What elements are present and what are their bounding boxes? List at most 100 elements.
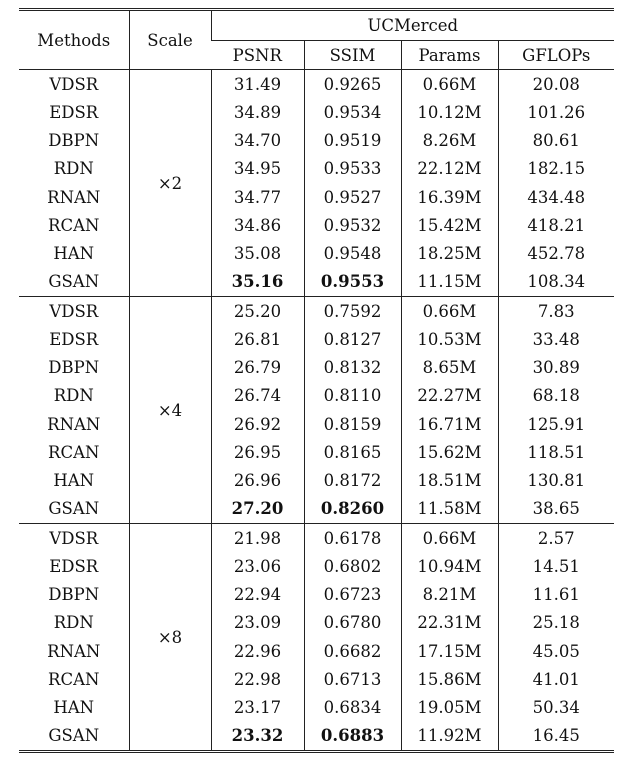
cell-ssim: 0.9533 [303, 154, 401, 183]
cell-gflops: 118.51 [497, 438, 615, 467]
cell-method: GSAN [19, 721, 129, 753]
cell-ssim: 0.9519 [303, 126, 401, 155]
cell-params: 8.21M [400, 580, 498, 609]
cell-gflops: 30.89 [497, 353, 615, 382]
cell-psnr: 26.79 [210, 353, 304, 382]
cell-psnr: 22.96 [210, 637, 304, 666]
table-header: Methods Scale UCMerced PSNR SSIM Params … [19, 8, 615, 70]
cell-params: 0.66M [400, 523, 498, 553]
cell-method: HAN [53, 698, 95, 718]
cell-psnr: 26.96 [210, 466, 304, 495]
cell-gflops: 25.18 [497, 608, 615, 637]
cell-gflops: 434.48 [497, 183, 615, 212]
cell-method: GSAN [48, 272, 100, 292]
header-ssim: SSIM [303, 40, 401, 70]
cell-gflops: 125.91 [497, 410, 615, 439]
table-row: DBPN 22.94 0.6723 8.21M 11.61 [19, 580, 615, 609]
cell-psnr: 23.09 [210, 608, 304, 637]
header-methods: Methods [19, 8, 129, 70]
cell-params: 15.42M [400, 211, 498, 240]
cell-params: 19.05M [400, 693, 498, 722]
table-row: HAN 26.96 0.8172 18.51M 130.81 [19, 466, 615, 495]
cell-gflops: 80.61 [497, 126, 615, 155]
cell-method: EDSR [49, 102, 99, 122]
cell-method: RCAN [48, 669, 100, 689]
cell-gflops: 101.26 [497, 98, 615, 127]
cell-params: 22.12M [400, 154, 498, 183]
table-row: VDSR ×4 25.20 0.7592 0.66M 7.83 [19, 296, 615, 524]
cell-params: 10.12M [400, 98, 498, 127]
header-dataset: UCMerced [210, 8, 615, 41]
table-row: HAN 35.08 0.9548 18.25M 452.78 [19, 239, 615, 268]
cell-psnr: 27.20 [210, 494, 304, 524]
cell-psnr: 26.74 [210, 381, 304, 410]
table-row: GSAN 27.20 0.8260 11.58M 38.65 [19, 494, 615, 524]
cell-method: RDN [53, 613, 94, 633]
table-row: VDSR ×2 31.49 0.9265 0.66M 20.08 [19, 69, 615, 297]
cell-psnr: 34.77 [210, 183, 304, 212]
cell-psnr: 34.86 [210, 211, 304, 240]
cell-psnr: 23.17 [210, 693, 304, 722]
cell-scale: ×2 [128, 69, 211, 297]
cell-params: 11.15M [400, 267, 498, 297]
cell-ssim: 0.9527 [303, 183, 401, 212]
cell-method: DBPN [48, 131, 100, 151]
cell-gflops: 50.34 [497, 693, 615, 722]
cell-psnr: 21.98 [210, 523, 304, 553]
results-table-container: Methods Scale UCMerced PSNR SSIM Params … [19, 8, 615, 753]
cell-params: 11.92M [400, 721, 498, 753]
cell-ssim: 0.6780 [303, 608, 401, 637]
cell-psnr: 26.81 [210, 325, 304, 354]
cell-ssim: 0.7592 [303, 296, 401, 326]
table-row: DBPN 26.79 0.8132 8.65M 30.89 [19, 353, 615, 382]
cell-method: DBPN [48, 358, 100, 378]
cell-gflops: 418.21 [497, 211, 615, 240]
cell-method: RCAN [48, 215, 100, 235]
cell-psnr: 34.70 [210, 126, 304, 155]
cell-gflops: 14.51 [497, 552, 615, 581]
cell-params: 0.66M [400, 296, 498, 326]
header-psnr: PSNR [232, 45, 282, 65]
cell-method: EDSR [49, 329, 99, 349]
cell-params: 11.58M [400, 494, 498, 524]
cell-gflops: 7.83 [497, 296, 615, 326]
cell-method: RCAN [48, 442, 100, 462]
cell-psnr: 22.94 [210, 580, 304, 609]
table-row: EDSR 26.81 0.8127 10.53M 33.48 [19, 325, 615, 354]
cell-method: VDSR [19, 69, 129, 99]
cell-params: 17.15M [400, 637, 498, 666]
cell-ssim: 0.6178 [303, 523, 401, 553]
cell-psnr: 22.98 [210, 665, 304, 694]
cell-params: 18.25M [400, 239, 498, 268]
table-body: VDSR ×2 31.49 0.9265 0.66M 20.08 EDSR 34.89 0.95… [19, 69, 615, 753]
table-row: DBPN 34.70 0.9519 8.26M 80.61 [19, 126, 615, 155]
cell-gflops: 130.81 [497, 466, 615, 495]
cell-ssim: 0.8127 [303, 325, 401, 354]
cell-method: DBPN [48, 585, 100, 605]
cell-gflops: 16.45 [497, 721, 615, 753]
cell-gflops: 20.08 [497, 69, 615, 99]
cell-ssim: 0.8159 [303, 410, 401, 439]
cell-gflops: 11.61 [497, 580, 615, 609]
cell-ssim: 0.6802 [303, 552, 401, 581]
cell-params: 10.94M [400, 552, 498, 581]
table-row: RCAN 34.86 0.9532 15.42M 418.21 [19, 211, 615, 240]
cell-psnr: 35.16 [210, 267, 304, 297]
cell-ssim: 0.8165 [303, 438, 401, 467]
cell-ssim: 0.8132 [303, 353, 401, 382]
cell-params: 0.66M [400, 69, 498, 99]
table-row: RNAN 34.77 0.9527 16.39M 434.48 [19, 183, 615, 212]
table-row: RCAN 26.95 0.8165 15.62M 118.51 [19, 438, 615, 467]
cell-method: HAN [53, 471, 95, 491]
cell-gflops: 41.01 [497, 665, 615, 694]
cell-gflops: 33.48 [497, 325, 615, 354]
cell-params: 8.65M [400, 353, 498, 382]
cell-ssim: 0.6883 [303, 721, 401, 753]
cell-params: 15.86M [400, 665, 498, 694]
cell-method: VDSR [19, 296, 129, 326]
cell-method: RDN [53, 386, 94, 406]
cell-gflops: 38.65 [497, 494, 615, 524]
table-row: RDN 23.09 0.6780 22.31M 25.18 [19, 608, 615, 637]
header-scale: Scale [128, 8, 211, 70]
cell-method: RNAN [47, 187, 101, 207]
